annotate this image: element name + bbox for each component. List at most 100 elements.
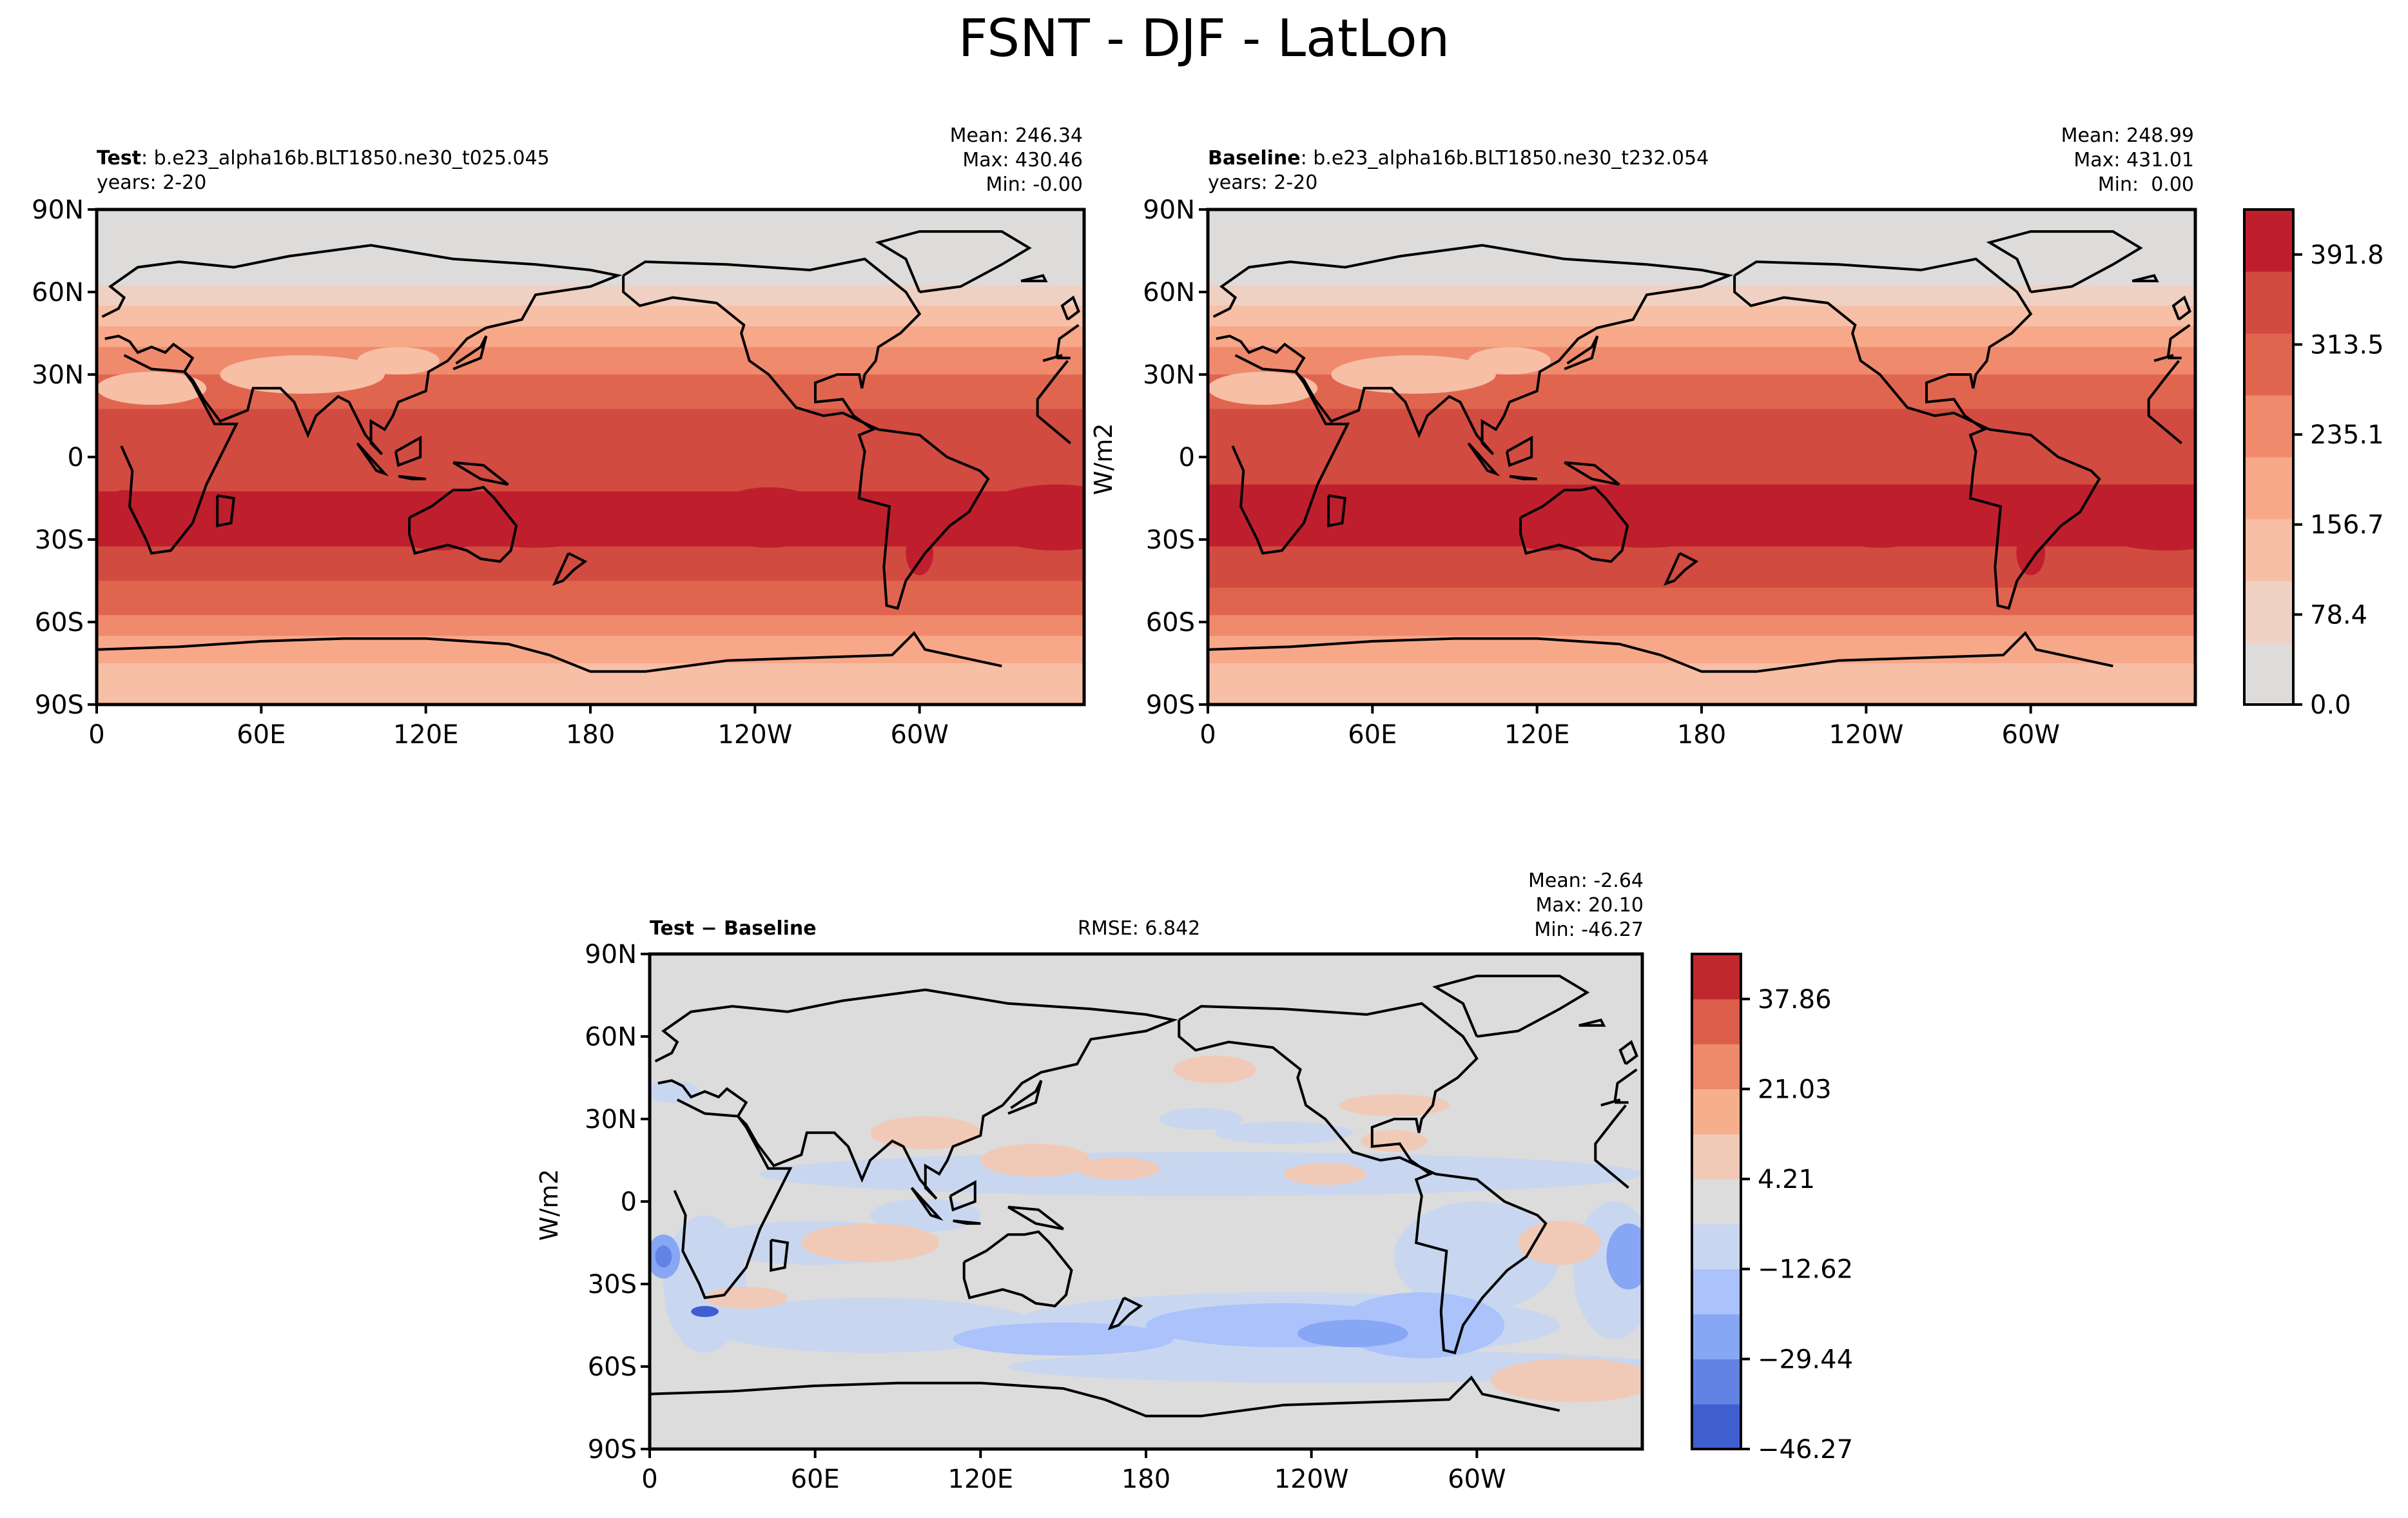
- colorbar-segment: [2244, 333, 2293, 396]
- field-band: [97, 375, 1084, 382]
- field-band: [97, 381, 1084, 389]
- field-band: [97, 567, 1084, 575]
- field-minimum: [1331, 355, 1496, 394]
- field-band: [97, 628, 1084, 637]
- field-band: [97, 587, 1084, 596]
- field-band: [1208, 450, 2195, 458]
- colorbar-tick-label: −12.62: [1758, 1255, 1853, 1285]
- field-band: [1208, 677, 2195, 685]
- field-band: [1208, 285, 2195, 293]
- lat-tick-label: 60S: [588, 1352, 637, 1382]
- positive-anomaly: [1283, 1163, 1367, 1185]
- baseline-title: Baseline: b.e23_alpha16b.BLT1850.ne30_t2…: [1208, 146, 1709, 171]
- field-band: [97, 313, 1084, 320]
- field-band: [1208, 690, 2195, 699]
- coastline: [650, 1375, 1560, 1417]
- field-minimum: [220, 355, 385, 394]
- coastline: [1212, 244, 2191, 456]
- colorbar-segment: [2244, 519, 2293, 581]
- field-band: [1208, 375, 2195, 382]
- lat-tick-label: 0: [621, 1187, 637, 1217]
- field-maximum: [1816, 487, 1943, 548]
- coastline: [622, 257, 990, 610]
- colorbar-segment: [2244, 209, 2293, 272]
- diff-rmse: RMSE: 6.842: [1078, 917, 1201, 940]
- test-map-field: [97, 209, 1084, 705]
- field-minimum: [357, 347, 440, 375]
- field-band: [1208, 478, 2195, 485]
- colorbar-segment: [2244, 271, 2293, 334]
- negative-anomaly: [1160, 1107, 1243, 1131]
- colorbar-segment: [1692, 1179, 1741, 1225]
- field-band: [97, 388, 1084, 396]
- field-band: [1208, 257, 2195, 266]
- field-band: [97, 429, 1084, 437]
- field-band: [97, 491, 1084, 499]
- field-maximum: [390, 501, 489, 551]
- colorbar-frame: [2243, 208, 2295, 706]
- lat-tick-label: 0: [68, 443, 84, 472]
- colorbar-tick-label: 4.21: [1758, 1165, 1815, 1194]
- coastline: [552, 552, 588, 586]
- field-band: [1208, 313, 2195, 320]
- field-band: [97, 505, 1084, 513]
- field-band: [97, 649, 1084, 657]
- field-band: [97, 319, 1084, 327]
- negative-anomaly: [1606, 1223, 1642, 1290]
- positive-anomaly: [704, 1287, 788, 1309]
- field-band: [97, 546, 1084, 554]
- field-band: [97, 354, 1084, 362]
- field-band: [1208, 636, 2195, 643]
- colorbar-tick-label: 391.8: [2310, 240, 2384, 270]
- diff-max: Max: 20.10: [1535, 894, 1644, 917]
- lat-tick-label: 60S: [1146, 608, 1195, 637]
- coastline: [101, 244, 1080, 456]
- coastline: [97, 630, 1002, 673]
- field-band: [1208, 622, 2195, 630]
- field-band: [1208, 519, 2195, 527]
- field-band: [1208, 594, 2195, 602]
- diff-title-bold: Test − Baseline: [650, 917, 817, 940]
- colorbar-segment: [2244, 395, 2293, 458]
- colorbar-tick-label: 0.0: [2310, 690, 2351, 720]
- field-band: [1208, 319, 2195, 327]
- coastline: [962, 1230, 1073, 1308]
- colorbar-tick-label: 313.5: [2310, 330, 2384, 360]
- field-band: [97, 519, 1084, 527]
- coastline: [452, 461, 509, 486]
- positive-anomaly: [1077, 1157, 1160, 1180]
- colorbar-segment: [1692, 1134, 1741, 1180]
- field-band: [97, 643, 1084, 650]
- field-band: [97, 298, 1084, 307]
- coastline: [1178, 1002, 1548, 1355]
- field-band: [1208, 608, 2195, 616]
- lat-tick-label: 30S: [588, 1270, 637, 1299]
- field-maximum: [220, 495, 413, 540]
- colorbar-tick-label: 78.4: [2310, 600, 2367, 630]
- field-band: [97, 484, 1084, 492]
- field-band: [97, 436, 1084, 444]
- field-minimum: [1468, 347, 1551, 375]
- coastline: [1327, 494, 1346, 528]
- field-maximum: [480, 520, 591, 548]
- field-band: [1208, 443, 2195, 451]
- negative-anomaly: [953, 1322, 1174, 1356]
- field-band: [97, 636, 1084, 643]
- field-band: [97, 209, 1084, 217]
- baseline-map-field: [1208, 209, 2195, 705]
- field-band: [1208, 463, 2195, 472]
- field-band: [97, 697, 1084, 705]
- lon-tick-label: 60E: [1348, 720, 1397, 750]
- colorbar-segment: [1692, 954, 1741, 1000]
- baseline-min: Min: 0.00: [2097, 173, 2194, 196]
- field-band: [97, 285, 1084, 293]
- lon-tick-label: 60W: [2001, 720, 2059, 750]
- positive-anomaly: [1173, 1055, 1257, 1084]
- field-band: [1208, 237, 2195, 245]
- coastline: [1564, 335, 1599, 371]
- field-band: [97, 663, 1084, 671]
- positive-anomaly: [980, 1143, 1091, 1177]
- field-band: [1208, 484, 2195, 492]
- coastline: [654, 988, 1638, 1200]
